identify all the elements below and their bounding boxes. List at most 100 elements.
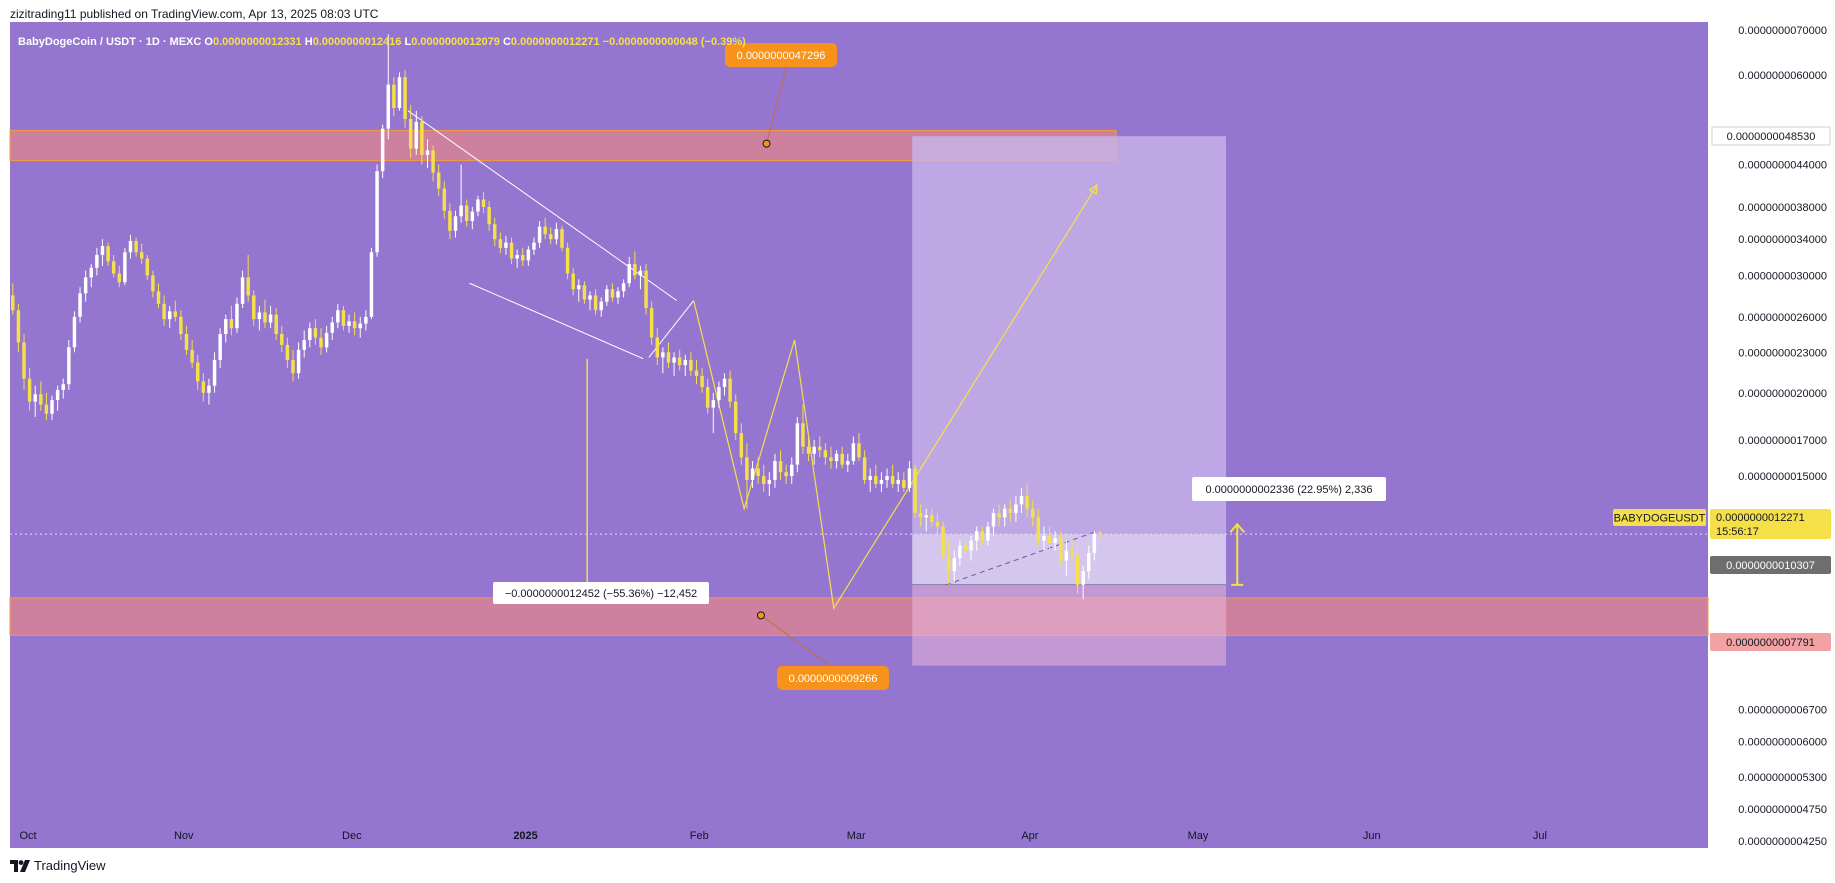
candle bbox=[240, 270, 245, 309]
candle bbox=[784, 464, 788, 484]
candle-body bbox=[924, 515, 928, 518]
candle-body bbox=[773, 461, 777, 480]
candle bbox=[812, 439, 816, 465]
candle bbox=[190, 340, 194, 368]
projection-entry-band bbox=[912, 534, 1227, 585]
candle bbox=[27, 367, 32, 411]
candle-body bbox=[683, 359, 688, 366]
candle bbox=[1070, 540, 1074, 561]
candle-body bbox=[162, 303, 166, 320]
candle bbox=[571, 267, 575, 296]
price-tick-9: 0.0000000017000 bbox=[1738, 435, 1827, 447]
candle-body bbox=[111, 261, 116, 274]
candle-body bbox=[1098, 532, 1102, 535]
candle bbox=[207, 378, 211, 405]
candle-body bbox=[67, 347, 71, 385]
candle bbox=[1002, 504, 1007, 527]
candle bbox=[565, 242, 570, 280]
candle-body bbox=[425, 150, 430, 155]
projected-wave-path bbox=[693, 184, 1098, 610]
time-tick-1: Nov bbox=[174, 830, 194, 842]
ohlc-legend: BabyDogeCoin / USDT · 1D · MEXC O0.00000… bbox=[18, 36, 746, 48]
candle-body bbox=[39, 394, 43, 405]
candle-body bbox=[369, 252, 374, 317]
candle bbox=[868, 468, 872, 492]
time-tick-5: Mar bbox=[847, 830, 866, 842]
candle bbox=[554, 222, 559, 245]
candle bbox=[319, 328, 323, 355]
candle bbox=[1008, 500, 1013, 522]
candle-body bbox=[941, 526, 945, 556]
candle-body bbox=[336, 310, 340, 323]
time-axis-strip bbox=[10, 822, 1708, 848]
candle-body bbox=[885, 476, 889, 480]
candle-body bbox=[761, 476, 766, 484]
candle-body bbox=[296, 349, 301, 374]
candle-body bbox=[571, 273, 575, 290]
candle bbox=[773, 453, 777, 488]
candle bbox=[156, 283, 161, 309]
candle-body bbox=[991, 513, 996, 527]
candle bbox=[717, 381, 721, 408]
candle-body bbox=[453, 216, 458, 231]
stop-price-tag-box bbox=[1710, 633, 1831, 651]
candle bbox=[896, 472, 900, 492]
candle bbox=[72, 311, 77, 353]
candle-body bbox=[969, 540, 973, 551]
candle bbox=[324, 325, 329, 353]
triangle-line-1 bbox=[469, 282, 644, 360]
candle-body bbox=[274, 314, 278, 335]
candle bbox=[711, 392, 716, 434]
candle bbox=[1087, 545, 1091, 580]
candle bbox=[756, 457, 760, 484]
candle-body bbox=[436, 172, 441, 189]
candle-body bbox=[801, 423, 805, 447]
candle bbox=[913, 464, 917, 518]
price-chart[interactable]: −0.0000000012452 (−55.36%) −12,452 0.0000… bbox=[0, 0, 1835, 852]
candle-body bbox=[263, 312, 267, 323]
time-tick-6: Apr bbox=[1021, 830, 1038, 842]
support-callout-box bbox=[777, 666, 889, 690]
candle-body bbox=[1059, 538, 1063, 561]
legend-symbol: BabyDogeCoin / USDT · 1D · MEXC bbox=[18, 36, 204, 48]
price-tick-10: 0.0000000015000 bbox=[1738, 471, 1827, 483]
candle-body bbox=[958, 545, 962, 559]
candle bbox=[638, 265, 643, 290]
candle-body bbox=[128, 240, 133, 253]
candle-body bbox=[341, 310, 346, 326]
candle bbox=[705, 378, 710, 414]
tradingview-logo-icon bbox=[10, 859, 30, 872]
candle-body bbox=[818, 446, 822, 451]
candle-body bbox=[907, 468, 912, 488]
candle bbox=[521, 247, 525, 266]
candle-body bbox=[1019, 496, 1024, 505]
candle bbox=[644, 264, 648, 315]
candle-body bbox=[504, 242, 508, 248]
support-zone bbox=[9, 597, 1709, 636]
candle-body bbox=[526, 249, 531, 261]
candle bbox=[1075, 545, 1080, 594]
candle bbox=[767, 472, 772, 497]
candle bbox=[694, 359, 699, 385]
candle-body bbox=[560, 229, 564, 248]
resistance-marker bbox=[762, 139, 771, 148]
candle bbox=[902, 472, 906, 492]
price-tick-13: 0.0000000006700 bbox=[1738, 704, 1827, 716]
target-price-tag: 0.0000000048530 bbox=[1727, 131, 1816, 143]
candle-body bbox=[229, 319, 234, 329]
candle bbox=[1047, 526, 1052, 551]
candle-body bbox=[257, 312, 262, 320]
candle bbox=[162, 295, 166, 326]
candle bbox=[509, 237, 514, 265]
candle-body bbox=[212, 359, 217, 386]
price-tick-0: 0.0000000070000 bbox=[1738, 25, 1827, 37]
candle-body bbox=[722, 378, 727, 388]
candle-body bbox=[184, 334, 189, 350]
candle-body bbox=[868, 476, 872, 480]
candle bbox=[420, 116, 424, 165]
candle bbox=[941, 521, 945, 561]
candle-body bbox=[470, 211, 475, 222]
candle bbox=[840, 446, 844, 469]
candle bbox=[857, 433, 861, 462]
candle-body bbox=[224, 319, 228, 335]
